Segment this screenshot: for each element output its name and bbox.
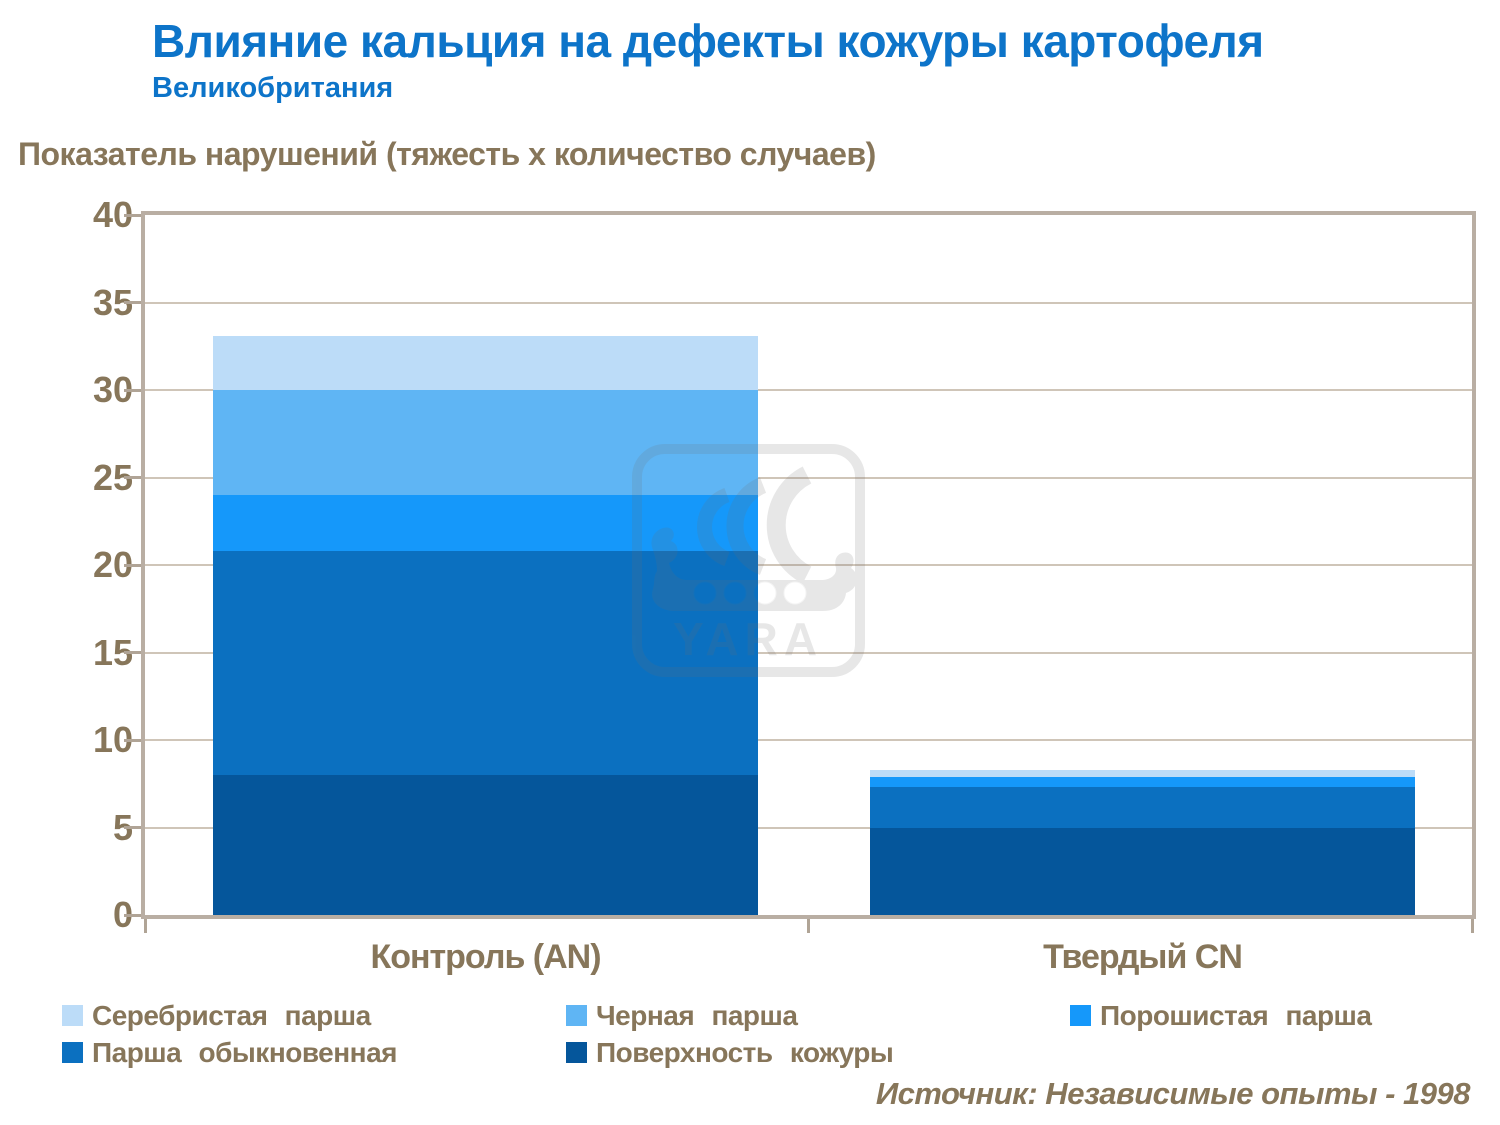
y-tick-label-30: 30 xyxy=(92,369,133,410)
y-tick-mark-5 xyxy=(124,826,142,829)
y-tick-label-0: 0 xyxy=(112,894,133,935)
legend-label: Парша обыкновенная xyxy=(92,1037,397,1068)
bar-segment xyxy=(870,776,1415,788)
y-tick-mark-15 xyxy=(124,651,142,654)
gridline-25 xyxy=(145,476,1472,479)
y-tick-mark-40 xyxy=(124,213,142,217)
y-tick-mark-30 xyxy=(124,388,142,392)
gridline-15 xyxy=(145,651,1472,654)
source-note: Источник: Независимые опыты - 1998 xyxy=(875,1076,1471,1111)
y-tick-mark-35 xyxy=(124,301,142,304)
y-tick-label-20: 20 xyxy=(92,544,133,585)
legend-swatch xyxy=(566,1005,587,1026)
bar-segment xyxy=(213,335,758,390)
bar-segment xyxy=(213,390,758,495)
legend-label: Порошистая парша xyxy=(1100,1000,1372,1031)
y-tick-label-15: 15 xyxy=(92,631,133,673)
bar-segment xyxy=(213,551,758,775)
gridline-30 xyxy=(145,389,1472,391)
legend-swatch xyxy=(62,1042,83,1063)
chart-title: Влияние кальция на дефекты кожуры картоф… xyxy=(152,15,1264,67)
y-tick-label-25: 25 xyxy=(92,456,133,498)
bar-segment xyxy=(213,775,758,915)
bar-segment xyxy=(870,769,1415,777)
y-tick-mark-20 xyxy=(124,563,142,567)
y-tick-mark-25 xyxy=(124,476,142,479)
legend-item: Парша обыкновенная xyxy=(62,1037,397,1069)
gridline-20 xyxy=(145,564,1472,566)
legend-swatch xyxy=(566,1042,587,1063)
y-tick-label-5: 5 xyxy=(112,806,133,848)
bar-segment xyxy=(870,827,1415,915)
x-tick-mark-2 xyxy=(1470,919,1474,933)
legend-label: Черная парша xyxy=(596,1000,798,1031)
x-tick-mark-0 xyxy=(143,919,147,933)
legend-swatch xyxy=(1070,1005,1091,1026)
legend-label: Серебристая парша xyxy=(92,1000,371,1031)
legend-item: Порошистая парша xyxy=(1070,1000,1372,1032)
legend-label: Поверхность кожуры xyxy=(596,1037,894,1068)
y-tick-mark-10 xyxy=(124,738,142,742)
category-label: Контроль (AN) xyxy=(370,938,601,976)
legend-item: Черная парша xyxy=(566,1000,798,1032)
legend-swatch xyxy=(62,1005,83,1026)
y-tick-label-40: 40 xyxy=(92,194,133,235)
gridline-35 xyxy=(145,301,1472,304)
plot-area: YARA xyxy=(141,211,1476,919)
chart-subtitle: Великобритания xyxy=(152,72,394,104)
gridline-10 xyxy=(145,739,1472,741)
y-tick-mark-0 xyxy=(124,913,142,917)
legend-item: Поверхность кожуры xyxy=(566,1037,894,1069)
y-axis-title: Показатель нарушений (тяжесть х количест… xyxy=(18,136,876,172)
x-tick-mark-1 xyxy=(807,919,810,933)
bar-segment xyxy=(213,495,758,551)
gridline-5 xyxy=(145,826,1472,829)
y-tick-label-35: 35 xyxy=(92,281,133,323)
category-label: Твердый CN xyxy=(1043,938,1243,976)
y-tick-label-10: 10 xyxy=(92,719,133,760)
bar-segment xyxy=(870,787,1415,828)
legend-item: Серебристая парша xyxy=(62,1000,371,1032)
